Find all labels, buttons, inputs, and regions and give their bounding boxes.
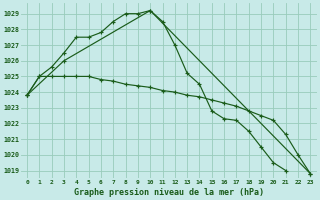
X-axis label: Graphe pression niveau de la mer (hPa): Graphe pression niveau de la mer (hPa) — [74, 188, 264, 197]
